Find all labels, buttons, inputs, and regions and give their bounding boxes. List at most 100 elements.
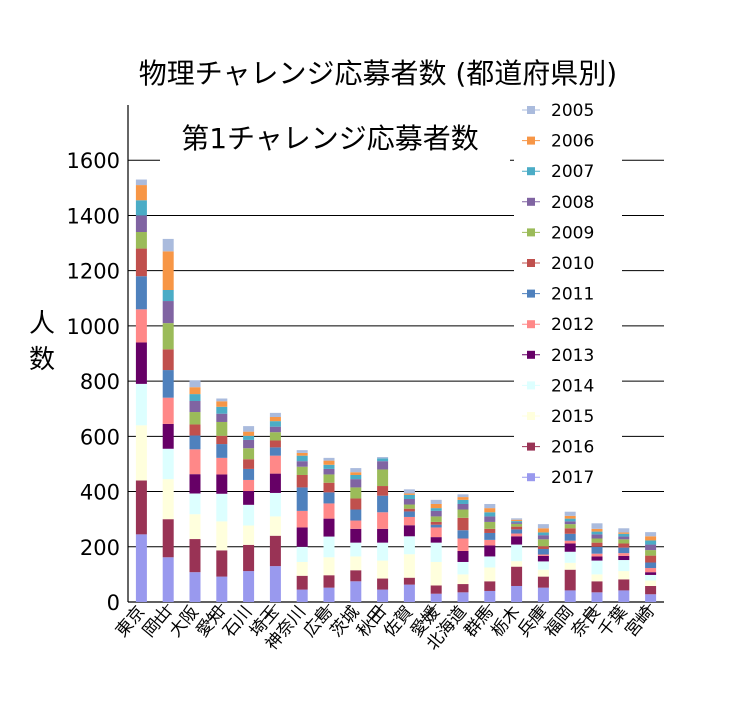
x-tick-leader: [261, 603, 276, 623]
bar-segment: [484, 590, 496, 602]
bar-segment: [162, 479, 174, 520]
bar-segment: [564, 569, 576, 591]
bar-segment: [403, 525, 415, 537]
bar-segment: [243, 435, 255, 440]
bar-segment: [457, 550, 469, 562]
legend-swatch: [527, 381, 535, 390]
legend-swatch: [527, 350, 535, 359]
bar-segment: [216, 474, 228, 494]
bar-segment: [430, 503, 442, 509]
legend-label: 2006: [551, 132, 594, 152]
bar-segment: [511, 518, 523, 520]
bar-segment: [189, 394, 201, 401]
chart-title: 物理チャレンジ応募者数 (都道府県別): [138, 57, 618, 90]
bar-segment: [403, 504, 415, 509]
bar-segment: [243, 468, 255, 480]
bar-segment: [618, 579, 630, 591]
bar-segment: [269, 492, 281, 517]
x-tick-leader: [529, 603, 544, 623]
bar-segment: [537, 539, 549, 547]
bar-segment: [269, 440, 281, 448]
bar-segment: [537, 587, 549, 602]
legend-swatch: [527, 289, 535, 298]
y-axis-label-char: 人: [29, 309, 55, 339]
bar-segment: [296, 452, 308, 456]
bar-segment: [537, 532, 549, 536]
bar-segment: [216, 421, 228, 436]
bar-segment: [323, 536, 335, 558]
bar-segment: [350, 472, 362, 475]
bar-segment: [618, 533, 630, 537]
legend-label: 2005: [551, 101, 594, 121]
bar-segment: [430, 521, 442, 525]
bar-segment: [618, 560, 630, 572]
bar-segment: [484, 521, 496, 529]
bar-segment: [591, 534, 603, 539]
bar-segment: [189, 449, 201, 475]
bar-segment: [618, 571, 630, 580]
bar-segment: [511, 544, 523, 562]
bar-segment: [591, 538, 603, 543]
bar-segment: [243, 491, 255, 505]
bar-segment: [457, 592, 469, 602]
bar-segment: [430, 524, 442, 528]
legend-swatch: [527, 320, 535, 329]
bar-segment: [457, 503, 469, 510]
bar-segment: [645, 544, 657, 551]
bar-segment: [243, 439, 255, 449]
bar-segment: [537, 576, 549, 588]
bar-segment: [216, 493, 228, 522]
bar-segment: [243, 525, 255, 545]
bar-segment: [484, 503, 496, 509]
legend-label: 2007: [551, 162, 594, 182]
bar-segment: [430, 516, 442, 522]
x-tick-label: 宮崎: [621, 602, 658, 641]
bar-segment: [323, 503, 335, 519]
bar-segment: [591, 560, 603, 575]
legend-label: 2014: [551, 376, 594, 396]
bar-segment: [511, 566, 523, 586]
bar-segment: [243, 571, 255, 602]
bar-segment: [537, 561, 549, 570]
bar-segment: [162, 251, 174, 290]
bar-segment: [296, 461, 308, 467]
bar-segment: [564, 590, 576, 602]
bar-segment: [269, 473, 281, 493]
bar-segment: [135, 179, 147, 186]
bar-segment: [377, 528, 389, 543]
legend-label: 2016: [551, 438, 594, 458]
bar-segment: [350, 487, 362, 499]
bar-segment: [216, 457, 228, 475]
legend-label: 2015: [551, 407, 594, 427]
y-tick-label: 1400: [67, 204, 120, 228]
bar-segment: [189, 493, 201, 515]
bar-segment: [484, 512, 496, 517]
bar-segment: [296, 561, 308, 576]
bar-segment: [269, 426, 281, 433]
bar-segment: [377, 486, 389, 496]
y-tick-label: 0: [107, 591, 120, 615]
bar-segment: [645, 572, 657, 575]
bar-segment: [403, 499, 415, 505]
bar-segment: [135, 200, 147, 216]
bar-segment: [484, 581, 496, 591]
bar-segment: [269, 417, 281, 422]
bar-segment: [350, 498, 362, 510]
y-tick-label: 400: [80, 481, 120, 505]
bar-segment: [377, 458, 389, 462]
y-tick-label: 1600: [67, 149, 120, 173]
bar-segment: [377, 469, 389, 487]
bar-segment: [323, 464, 335, 469]
bar-segment: [564, 528, 576, 534]
bar-segment: [430, 561, 442, 586]
bar-segment: [296, 487, 308, 511]
bar-segment: [216, 435, 228, 445]
y-tick-label: 800: [80, 370, 120, 394]
bar-segment: [162, 323, 174, 350]
bar-segment: [162, 557, 174, 602]
bar-segment: [403, 584, 415, 602]
legend-swatch: [527, 412, 535, 420]
bar-segment: [269, 535, 281, 567]
bar-segment: [484, 545, 496, 557]
